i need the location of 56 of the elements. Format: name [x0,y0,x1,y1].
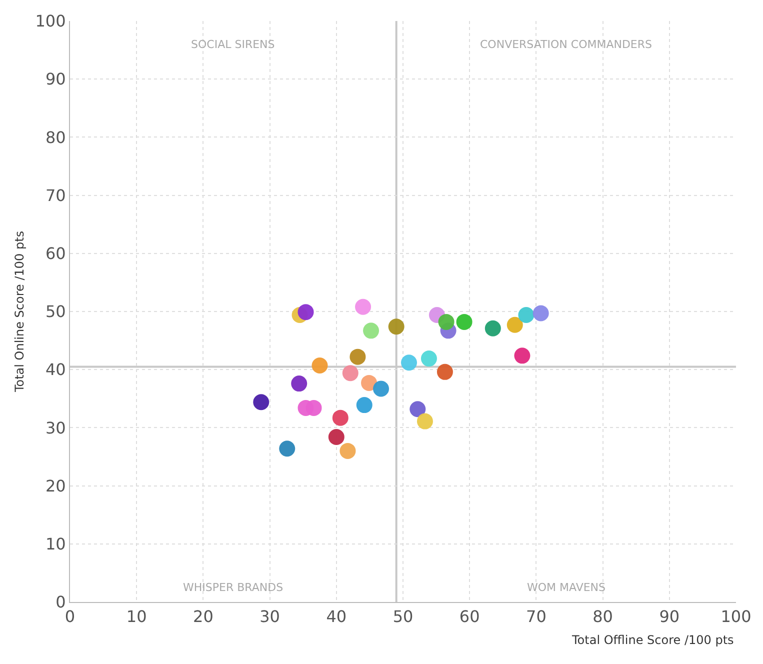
y-tick-label: 70 [45,186,66,205]
point [340,442,356,459]
annotation: WHISPER BRANDS [183,581,284,594]
y-tick-label: 100 [35,12,66,31]
x-tick-label: 80 [592,607,613,626]
point [306,400,322,416]
x-tick-label: 70 [526,607,546,626]
x-tick-label: 50 [392,607,414,626]
annotation: WOM MAVENS [527,581,606,594]
y-axis-title: Total Online Score /100 pts [12,230,27,394]
x-tick-label: 100 [720,607,752,626]
y-tick-label: 90 [45,70,66,89]
point [514,348,530,364]
y-tick-label: 20 [45,476,66,496]
x-tick-label: 40 [326,607,347,626]
point [518,306,534,323]
point [436,364,453,380]
x-tick-label: 20 [193,607,214,626]
point [253,394,270,410]
point [355,298,372,315]
y-tick-label: 10 [45,534,66,554]
point [298,304,314,320]
point [279,440,296,457]
point [420,350,437,367]
annotation: CONVERSATION COMMANDERS [480,38,652,51]
point [328,429,344,445]
point [312,358,328,374]
point [484,320,501,336]
point [456,314,472,330]
point [416,413,433,430]
y-tick-label: 30 [45,418,66,438]
y-tick-label: 50 [45,302,66,322]
point [356,397,372,414]
point [388,318,404,335]
point [410,401,426,418]
x-axis-title: Total Offline Score /100 pts [571,633,734,647]
y-tick-label: 80 [45,128,66,147]
point [361,374,378,391]
x-tick-label: 10 [126,607,147,626]
point [506,316,523,333]
x-tick-label: 90 [659,607,680,626]
point [373,380,390,397]
point [438,314,454,330]
x-tick-label: 30 [260,607,280,626]
point [291,376,308,392]
point [342,365,358,382]
point [332,410,348,426]
y-tick-label: 40 [45,360,66,380]
annotation: SOCIAL SIRENS [191,38,275,51]
y-tick-label: 60 [45,244,66,263]
point [363,322,380,339]
point [400,354,417,371]
x-tick-label: 60 [459,607,480,626]
point [350,348,366,365]
point [532,305,549,322]
y-tick-label: 0 [56,592,66,612]
